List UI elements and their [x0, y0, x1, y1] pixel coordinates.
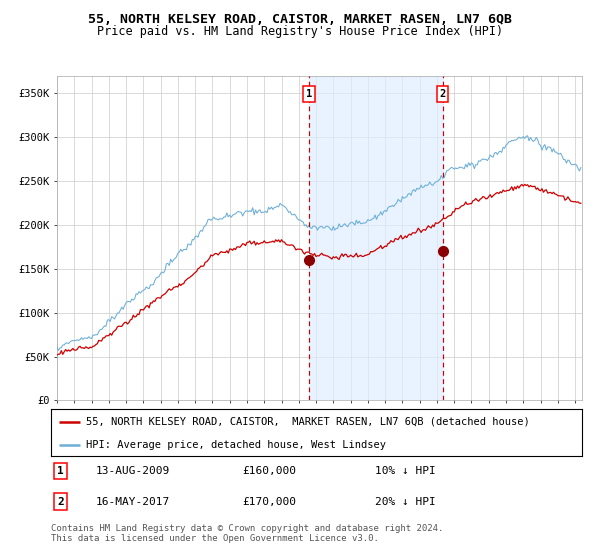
Bar — [309, 76, 443, 400]
Text: 1: 1 — [58, 466, 64, 476]
Text: 55, NORTH KELSEY ROAD, CAISTOR, MARKET RASEN, LN7 6QB: 55, NORTH KELSEY ROAD, CAISTOR, MARKET R… — [88, 13, 512, 26]
Text: 2: 2 — [440, 89, 446, 99]
Text: 1: 1 — [306, 89, 312, 99]
Text: HPI: Average price, detached house, West Lindsey: HPI: Average price, detached house, West… — [86, 440, 386, 450]
Text: Price paid vs. HM Land Registry's House Price Index (HPI): Price paid vs. HM Land Registry's House … — [97, 25, 503, 38]
Text: 55, NORTH KELSEY ROAD, CAISTOR,  MARKET RASEN, LN7 6QB (detached house): 55, NORTH KELSEY ROAD, CAISTOR, MARKET R… — [86, 417, 529, 427]
Text: Contains HM Land Registry data © Crown copyright and database right 2024.
This d: Contains HM Land Registry data © Crown c… — [51, 524, 443, 543]
Text: 10% ↓ HPI: 10% ↓ HPI — [375, 466, 436, 476]
Text: £160,000: £160,000 — [242, 466, 296, 476]
Text: 16-MAY-2017: 16-MAY-2017 — [96, 497, 170, 507]
Text: 2: 2 — [58, 497, 64, 507]
Text: 13-AUG-2009: 13-AUG-2009 — [96, 466, 170, 476]
Text: 20% ↓ HPI: 20% ↓ HPI — [375, 497, 436, 507]
Text: £170,000: £170,000 — [242, 497, 296, 507]
